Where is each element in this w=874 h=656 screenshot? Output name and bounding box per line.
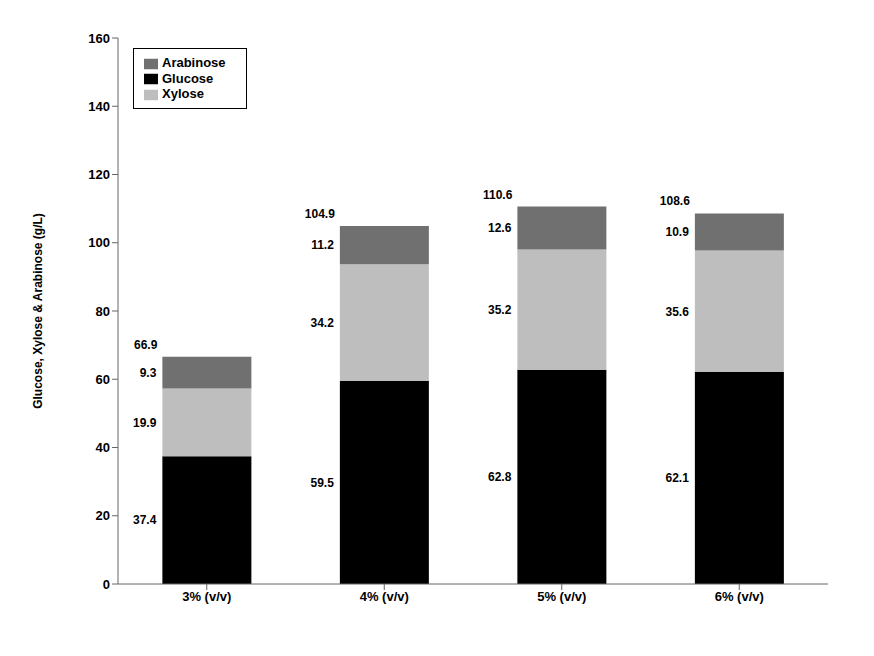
svg-text:3% (v/v): 3% (v/v) [182, 589, 231, 604]
svg-text:34.2: 34.2 [311, 316, 335, 330]
svg-text:80: 80 [96, 304, 110, 319]
html-text:Arabinose: Arabinose [162, 55, 226, 70]
svg-text:160: 160 [88, 31, 110, 46]
svg-text:66.9: 66.9 [134, 338, 158, 352]
svg-text:9.3: 9.3 [140, 366, 157, 380]
svg-text:19.9: 19.9 [133, 416, 157, 430]
svg-text:37.4: 37.4 [133, 513, 157, 527]
svg-text:0: 0 [103, 577, 110, 592]
svg-text:11.2: 11.2 [311, 238, 334, 252]
svg-text:20: 20 [96, 508, 110, 523]
svg-text:12.6: 12.6 [488, 221, 512, 235]
svg-text:110.6: 110.6 [483, 188, 513, 202]
svg-text:100: 100 [88, 235, 110, 250]
svg-text:140: 140 [88, 99, 110, 114]
svg-text:35.2: 35.2 [488, 303, 512, 317]
svg-text:6% (v/v): 6% (v/v) [715, 589, 764, 604]
svg-text:35.6: 35.6 [666, 305, 690, 319]
svg-text:4% (v/v): 4% (v/v) [360, 589, 409, 604]
html-text:Xylose: Xylose [162, 86, 204, 102]
svg-text:104.9: 104.9 [305, 207, 335, 221]
svg-text:120: 120 [88, 167, 110, 182]
html-text:Glucose: Glucose [162, 70, 214, 86]
svg-text:5% (v/v): 5% (v/v) [537, 589, 586, 604]
svg-text:Glucose, Xylose & Arabinose (g: Glucose, Xylose & Arabinose (g/L) [31, 213, 45, 409]
svg-text:40: 40 [96, 440, 110, 455]
svg-text:62.1: 62.1 [666, 471, 690, 485]
svg-text:10.9: 10.9 [666, 225, 690, 239]
svg-text:60: 60 [96, 372, 110, 387]
svg-text:62.8: 62.8 [488, 470, 512, 484]
svg-text:108.6: 108.6 [660, 194, 690, 208]
svg-text:59.5: 59.5 [311, 476, 335, 490]
